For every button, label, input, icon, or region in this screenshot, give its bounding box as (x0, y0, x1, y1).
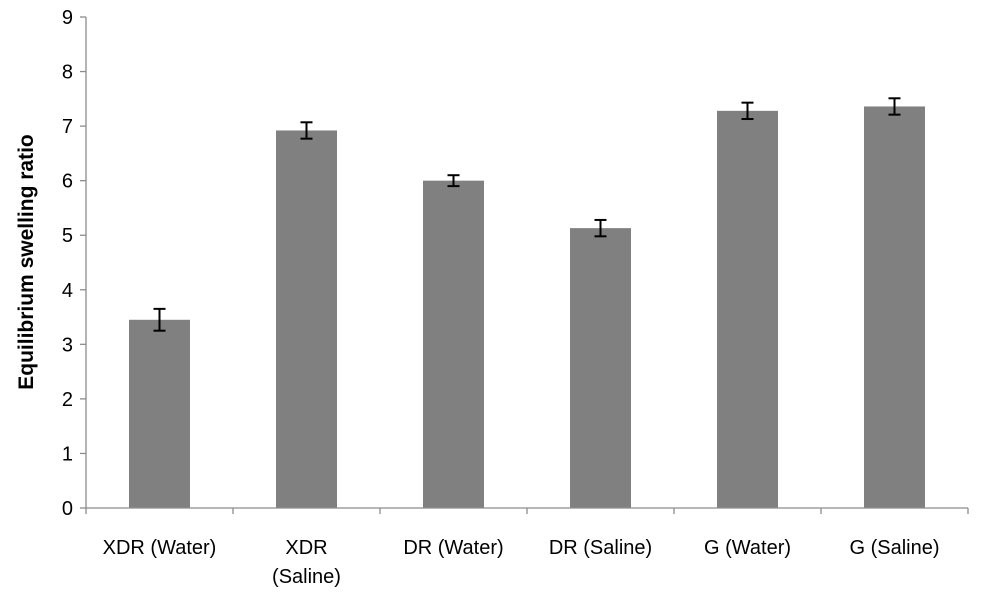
y-axis-title: Equilibrium swelling ratio (15, 134, 38, 390)
y-tick-label: 0 (62, 498, 73, 520)
y-axis-ticks: 0 1 2 3 4 5 6 7 8 9 (62, 7, 969, 520)
x-tick-label: G (Water) (704, 537, 791, 559)
error-bar (153, 307, 166, 332)
y-tick-label: 1 (62, 443, 73, 465)
y-tick-label: 8 (62, 62, 73, 84)
x-tick-label: DR (Water) (403, 537, 503, 559)
y-tick-label: 2 (62, 389, 73, 411)
error-bar (888, 97, 901, 116)
bar (717, 110, 778, 508)
bar (423, 180, 484, 508)
y-tick-label: 4 (62, 280, 73, 302)
x-axis-tick-labels: XDR (Water) XDR (Saline) DR (Water) DR (Sali… (103, 537, 940, 588)
error-bar (447, 174, 460, 188)
bars (129, 106, 925, 509)
x-tick-label: XDR (Saline) (272, 537, 341, 588)
y-tick-label: 7 (62, 116, 73, 138)
x-tick-label: DR (Saline) (549, 537, 652, 559)
x-tick-label: G (Saline) (849, 537, 939, 559)
error-bar (300, 121, 313, 140)
error-bar (741, 101, 754, 121)
y-tick-label: 3 (62, 334, 73, 356)
error-bar (594, 218, 607, 238)
bar (276, 130, 337, 508)
bar (864, 106, 925, 509)
bar (129, 319, 190, 508)
bar (570, 228, 631, 508)
y-tick-label: 5 (62, 225, 73, 247)
y-tick-label: 9 (62, 7, 73, 29)
y-tick-label: 6 (62, 171, 73, 193)
x-tick-label: XDR (Water) (103, 537, 217, 559)
error-bars (153, 97, 901, 332)
